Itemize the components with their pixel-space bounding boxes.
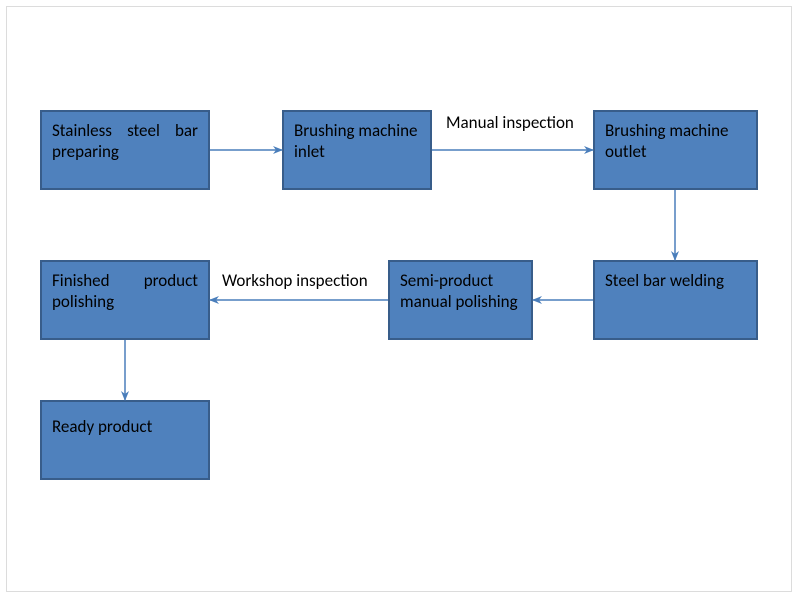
flow-node-label: Semi-product manual polishing xyxy=(400,270,521,312)
flow-node-n1: Stainless steel bar preparing xyxy=(40,110,210,190)
flow-node-label: Steel bar welding xyxy=(605,270,746,291)
flow-node-n6: Finished product polishing xyxy=(40,260,210,340)
flow-node-n4: Steel bar welding xyxy=(593,260,758,340)
flow-edge-label: Manual inspection xyxy=(446,112,574,133)
flow-node-n2: Brushing machine inlet xyxy=(282,110,432,190)
flow-node-n7: Ready product xyxy=(40,400,210,480)
flow-node-label: Brushing machine outlet xyxy=(605,120,746,162)
flow-node-label: Stainless steel bar preparing xyxy=(52,120,198,162)
flow-node-label: Finished product polishing xyxy=(52,270,198,312)
flow-node-label: Ready product xyxy=(52,416,198,437)
flow-node-label: Brushing machine inlet xyxy=(294,120,420,162)
flow-edge-label: Workshop inspection xyxy=(222,270,368,291)
flow-node-n5: Semi-product manual polishing xyxy=(388,260,533,340)
flow-node-n3: Brushing machine outlet xyxy=(593,110,758,190)
